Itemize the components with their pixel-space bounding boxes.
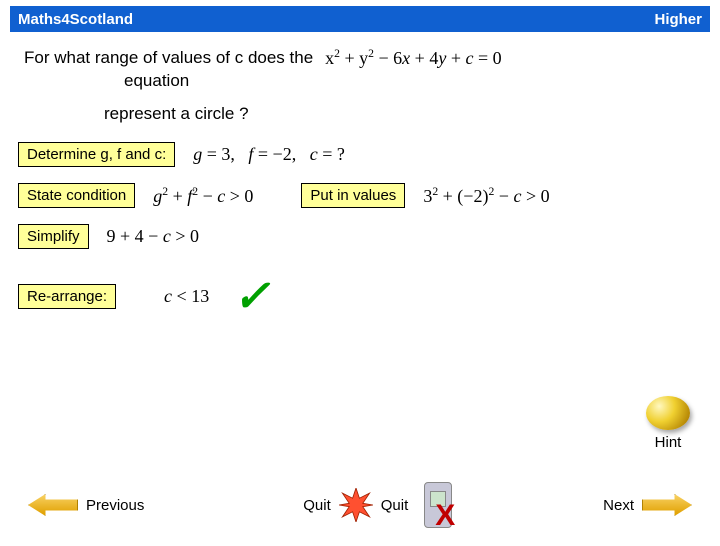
step-label-determine: Determine g, f and c: — [18, 142, 175, 167]
hint-ball-icon[interactable] — [646, 396, 690, 430]
x-icon: X — [435, 499, 455, 533]
step-math-1: g = 3, f = −2, c = ? — [193, 144, 345, 165]
step-label-putvalues: Put in values — [301, 183, 405, 208]
step-row-4: Re-arrange: c < 13 ✓ — [0, 271, 720, 322]
question-line2: equation — [124, 70, 720, 93]
step-label-rearrange: Re-arrange: — [18, 284, 116, 309]
question-line3: represent a circle ? — [104, 103, 720, 126]
step-row-1: Determine g, f and c: g = 3, f = −2, c =… — [0, 142, 720, 167]
question-block: For what range of values of c does the x… — [24, 46, 720, 126]
step-row-3: Simplify 9 + 4 − c > 0 — [0, 224, 720, 249]
previous-arrow-icon[interactable] — [28, 494, 78, 516]
step-math-2a: g2 + f2 − c > 0 — [153, 185, 253, 207]
step-math-3: 9 + 4 − c > 0 — [107, 226, 199, 247]
tick-icon: ✓ — [233, 271, 270, 322]
header-right: Higher — [654, 11, 702, 28]
starburst-icon[interactable] — [339, 488, 373, 522]
next-button[interactable]: Next — [603, 497, 634, 514]
step-math-2b: 32 + (−2)2 − c > 0 — [423, 185, 549, 207]
step-label-condition: State condition — [18, 183, 135, 208]
phone-icon[interactable]: X — [424, 482, 452, 528]
next-arrow-icon[interactable] — [642, 494, 692, 516]
quit-button-2[interactable]: Quit — [381, 497, 409, 514]
header-left: Maths4Scotland — [18, 11, 133, 28]
question-prefix: For what range of values of c does the — [24, 47, 313, 70]
hint-area[interactable]: Hint — [646, 396, 690, 451]
quit-button-1[interactable]: Quit — [303, 497, 331, 514]
step-label-simplify: Simplify — [18, 224, 89, 249]
footer: Previous Quit Quit X Next — [0, 482, 720, 528]
question-equation: x2 + y2 − 6x + 4y + c = 0 — [325, 46, 501, 70]
hint-label: Hint — [646, 434, 690, 451]
header-bar: Maths4Scotland Higher — [10, 6, 710, 32]
step-row-2: State condition g2 + f2 − c > 0 Put in v… — [0, 183, 720, 208]
previous-button[interactable]: Previous — [86, 497, 144, 514]
step-math-4: c < 13 — [164, 286, 209, 307]
